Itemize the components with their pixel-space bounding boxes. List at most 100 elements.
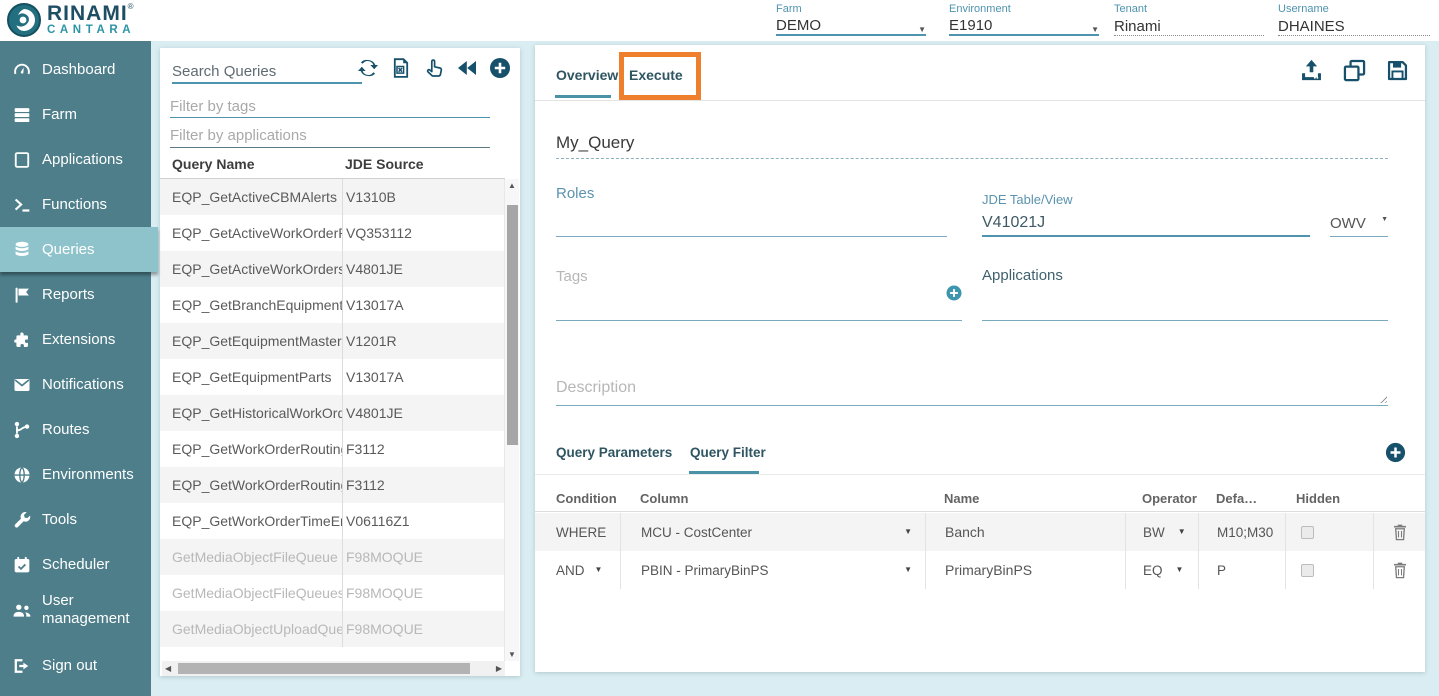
actions-cell (1373, 513, 1425, 551)
jde-source-cell: F3112 (342, 467, 505, 503)
query-list-row[interactable]: EQP_GetBranchEquipment V13017A (160, 287, 505, 323)
hidden-checkbox[interactable] (1301, 563, 1314, 577)
filter-row: AND PBIN - PrimaryBinPS PrimaryBinPS EQ P (535, 551, 1425, 589)
horizontal-scrollbar[interactable] (162, 661, 505, 676)
query-name-input[interactable] (556, 131, 1388, 159)
sidebar-item-farm[interactable]: Farm (0, 92, 151, 137)
sidebar-item-user-management[interactable]: User management (0, 587, 151, 632)
query-list-row[interactable]: EQP_GetWorkOrderTimeEn V06116Z1 (160, 503, 505, 539)
tab-query-parameters[interactable]: Query Parameters (556, 445, 673, 460)
query-name-cell: EQP_GetWorkOrderTimeEn (172, 513, 342, 529)
condition-cell[interactable]: AND (535, 551, 620, 589)
excel-export-icon[interactable] (389, 56, 413, 80)
query-list-row[interactable]: GetMediaObjectFileQueues F98MOQUE (160, 575, 505, 611)
query-list-row[interactable]: EQP_GetActiveWorkOrders V4801JE (160, 251, 505, 287)
tags-input[interactable]: Tags (556, 265, 962, 321)
name-cell[interactable]: Banch (925, 513, 1125, 551)
owv-select[interactable]: OWV (1330, 213, 1388, 237)
filter-by-applications-input[interactable] (170, 124, 490, 148)
tab-query-filter[interactable]: Query Filter (690, 445, 766, 460)
scroll-down-icon[interactable] (508, 650, 516, 659)
description-textarea[interactable]: Description (556, 375, 1388, 406)
scheduler-icon (14, 556, 30, 572)
scroll-left-icon[interactable] (165, 664, 171, 673)
copy-icon[interactable] (1341, 57, 1368, 84)
filter-by-tags-input[interactable] (170, 96, 490, 118)
sidebar-item-functions[interactable]: Functions (0, 182, 151, 227)
column-select[interactable]: MCU - CostCenter (620, 513, 925, 551)
environment-label: Environment (949, 3, 1011, 15)
default-cell[interactable]: M10;M30 (1198, 513, 1285, 551)
sidebar-item-dashboard[interactable]: Dashboard (0, 47, 151, 92)
sidebar-item-environments[interactable]: Environments (0, 452, 151, 497)
chevron-down-icon (904, 566, 912, 574)
user-management-icon (13, 604, 31, 617)
query-list-row[interactable]: GetMediaObjectFileQueue F98MOQUE (160, 539, 505, 575)
query-list-row[interactable]: EQP_GetActiveCBMAlerts V1310B (160, 179, 505, 215)
query-name-cell: EQP_GetActiveCBMAlerts (172, 189, 337, 205)
sidebar-item-scheduler[interactable]: Scheduler (0, 542, 151, 587)
add-tag-icon[interactable] (945, 284, 963, 302)
delete-filter-icon[interactable] (1391, 560, 1409, 581)
query-list-row[interactable]: GetMediaObjectUploadQue F98MOQUE (160, 611, 505, 647)
tab-overview[interactable]: Overview (556, 67, 619, 83)
column-header-condition: Condition (556, 490, 617, 506)
add-filter-icon[interactable] (1384, 441, 1407, 464)
rewind-icon[interactable] (455, 56, 479, 80)
environment-value: E1910 (949, 17, 993, 34)
sidebar-item-tools[interactable]: Tools (0, 497, 151, 542)
query-list-panel: Query Name JDE Source EQP_GetActiveCBMAl… (160, 48, 520, 676)
query-list-row[interactable]: EQP_GetEquipmentParts V13017A (160, 359, 505, 395)
query-list-row[interactable]: EQP_GetActiveWorkOrderR VQ353112 (160, 215, 505, 251)
hidden-checkbox[interactable] (1301, 525, 1314, 539)
applications-input[interactable] (982, 293, 1388, 321)
logo-swirl-icon (7, 3, 41, 37)
query-list-row[interactable]: EQP_GetHistoricalWorkOrd V4801JE (160, 395, 505, 431)
sidebar-item-routes[interactable]: Routes (0, 407, 151, 452)
sidebar-item-reports[interactable]: Reports (0, 272, 151, 317)
sidebar-item-label: Farm (42, 105, 77, 123)
username-label: Username (1278, 3, 1329, 15)
save-icon[interactable] (1384, 57, 1411, 84)
chevron-down-icon (1178, 528, 1186, 536)
query-name-cell: EQP_GetActiveWorkOrderR (172, 225, 342, 241)
operator-select[interactable]: BW (1125, 513, 1198, 551)
scrollbar-thumb[interactable] (178, 663, 470, 674)
delete-filter-icon[interactable] (1391, 522, 1409, 543)
tags-placeholder: Tags (556, 268, 588, 285)
vertical-scrollbar[interactable] (504, 179, 519, 661)
sidebar-item-notifications[interactable]: Notifications (0, 362, 151, 407)
farm-select[interactable]: Farm DEMO (776, 3, 926, 36)
sidebar-item-applications[interactable]: Applications (0, 137, 151, 182)
operator-select[interactable]: EQ (1125, 551, 1198, 589)
hand-select-icon[interactable] (422, 56, 446, 80)
active-subtab-underline (689, 471, 759, 474)
environment-select[interactable]: Environment E1910 (949, 3, 1099, 36)
tab-execute[interactable]: Execute (629, 67, 683, 83)
sidebar-item-extensions[interactable]: Extensions (0, 317, 151, 362)
default-cell[interactable]: P (1198, 551, 1285, 589)
logo-subtitle: CANTARA (47, 24, 136, 37)
query-list-row[interactable]: EQP_GetEquipmentMaster V1201R (160, 323, 505, 359)
scroll-right-icon[interactable] (496, 664, 502, 673)
upload-icon[interactable] (1298, 57, 1325, 84)
roles-input[interactable] (556, 209, 947, 237)
add-query-icon[interactable] (488, 56, 512, 80)
jde-source-cell: F98MOQUE (342, 611, 505, 647)
jde-source-cell: V1310B (342, 179, 505, 215)
search-input[interactable] (172, 60, 362, 84)
query-name-cell: EQP_GetBranchEquipment (172, 297, 342, 313)
sidebar-item-sign-out[interactable]: Sign out (0, 643, 151, 688)
query-list-row[interactable]: EQP_GetWorkOrderRouting F3112 (160, 431, 505, 467)
query-list-row[interactable]: EQP_GetWorkOrderRouting F3112 (160, 467, 505, 503)
resize-handle-icon[interactable] (1378, 394, 1387, 403)
query-name-cell: EQP_GetWorkOrderRouting (172, 477, 342, 493)
name-cell[interactable]: PrimaryBinPS (925, 551, 1125, 589)
jde-table-view-input[interactable] (982, 210, 1310, 237)
column-select[interactable]: PBIN - PrimaryBinPS (620, 551, 925, 589)
scrollbar-thumb[interactable] (507, 205, 518, 445)
scroll-up-icon[interactable] (508, 181, 516, 190)
column-header-query-name: Query Name (172, 156, 255, 172)
sync-icon[interactable] (356, 56, 380, 80)
sidebar-item-queries[interactable]: Queries (0, 227, 158, 272)
